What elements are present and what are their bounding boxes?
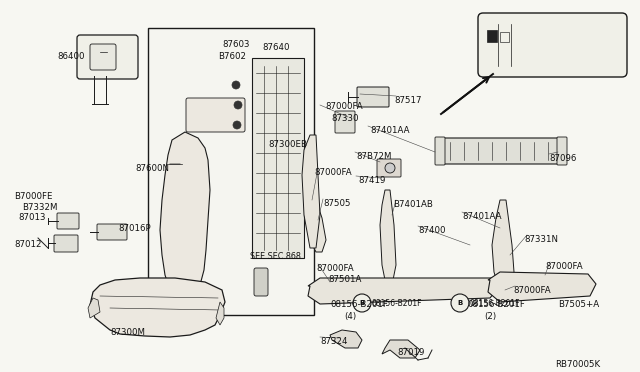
Text: 87505: 87505 <box>323 199 351 208</box>
Text: 87400: 87400 <box>418 226 445 235</box>
Text: 87012: 87012 <box>14 240 42 249</box>
Text: 87600N: 87600N <box>135 164 169 173</box>
FancyBboxPatch shape <box>377 159 401 177</box>
Text: 87000FA: 87000FA <box>325 102 363 111</box>
Text: 87000FA: 87000FA <box>316 264 354 273</box>
Text: 87019: 87019 <box>397 348 424 357</box>
Text: 08156-B201F: 08156-B201F <box>469 298 520 308</box>
Text: B7332M: B7332M <box>22 203 58 212</box>
Polygon shape <box>492 200 514 292</box>
FancyBboxPatch shape <box>254 268 268 296</box>
Text: B7505+A: B7505+A <box>558 300 599 309</box>
Text: 87419: 87419 <box>358 176 385 185</box>
FancyBboxPatch shape <box>335 111 355 133</box>
Polygon shape <box>308 278 498 304</box>
Text: 87B72M: 87B72M <box>356 152 392 161</box>
FancyBboxPatch shape <box>97 224 127 240</box>
Circle shape <box>233 121 241 129</box>
Text: 87640: 87640 <box>262 43 289 52</box>
Text: 86400: 86400 <box>57 52 84 61</box>
Text: 87000FA: 87000FA <box>314 168 351 177</box>
Polygon shape <box>380 190 396 285</box>
Text: 87603: 87603 <box>222 40 250 49</box>
Text: 87000FA: 87000FA <box>545 262 582 271</box>
Polygon shape <box>216 302 224 325</box>
FancyBboxPatch shape <box>54 235 78 252</box>
Text: RB70005K: RB70005K <box>555 360 600 369</box>
Text: 87300EB: 87300EB <box>268 140 307 149</box>
Text: B: B <box>458 300 463 306</box>
Text: B7602: B7602 <box>218 52 246 61</box>
Polygon shape <box>488 272 596 302</box>
Text: 87013: 87013 <box>18 213 45 222</box>
FancyBboxPatch shape <box>57 213 79 229</box>
Circle shape <box>232 81 240 89</box>
Circle shape <box>385 163 395 173</box>
Circle shape <box>234 101 242 109</box>
Text: 87331N: 87331N <box>524 235 558 244</box>
FancyBboxPatch shape <box>186 98 245 132</box>
Text: 08156-B201F: 08156-B201F <box>330 300 388 309</box>
Text: 08156-B201F: 08156-B201F <box>467 300 525 309</box>
Text: 87401AA: 87401AA <box>462 212 502 221</box>
Polygon shape <box>330 330 362 348</box>
Text: 87517: 87517 <box>394 96 422 105</box>
Text: 87016P: 87016P <box>118 224 150 233</box>
Text: SEE SEC.868: SEE SEC.868 <box>250 252 301 261</box>
Text: 87501A: 87501A <box>328 275 362 284</box>
Bar <box>252 58 304 258</box>
Bar <box>148 28 314 315</box>
Polygon shape <box>88 298 100 318</box>
Text: (2): (2) <box>484 312 496 321</box>
Text: 08156-B201F: 08156-B201F <box>371 298 422 308</box>
FancyBboxPatch shape <box>435 137 445 165</box>
Polygon shape <box>308 200 326 252</box>
Polygon shape <box>160 132 210 295</box>
FancyBboxPatch shape <box>357 87 389 107</box>
Text: 87000FA: 87000FA <box>513 286 550 295</box>
Text: 87401AA: 87401AA <box>370 126 410 135</box>
Polygon shape <box>382 340 420 358</box>
Text: 87330: 87330 <box>331 114 358 123</box>
Polygon shape <box>90 278 225 337</box>
Text: 87096: 87096 <box>549 154 577 163</box>
Circle shape <box>451 294 469 312</box>
Text: B: B <box>360 300 365 306</box>
Bar <box>487 30 497 42</box>
FancyBboxPatch shape <box>90 44 116 70</box>
FancyBboxPatch shape <box>438 138 562 164</box>
Text: B7401AB: B7401AB <box>393 200 433 209</box>
Polygon shape <box>302 135 320 248</box>
Text: 87300M: 87300M <box>110 328 145 337</box>
Circle shape <box>353 294 371 312</box>
Text: (4): (4) <box>344 312 356 321</box>
FancyBboxPatch shape <box>77 35 138 79</box>
FancyBboxPatch shape <box>478 13 627 77</box>
FancyBboxPatch shape <box>557 137 567 165</box>
Bar <box>500 32 509 42</box>
Text: B7000FE: B7000FE <box>14 192 52 201</box>
Text: 87324: 87324 <box>320 337 348 346</box>
